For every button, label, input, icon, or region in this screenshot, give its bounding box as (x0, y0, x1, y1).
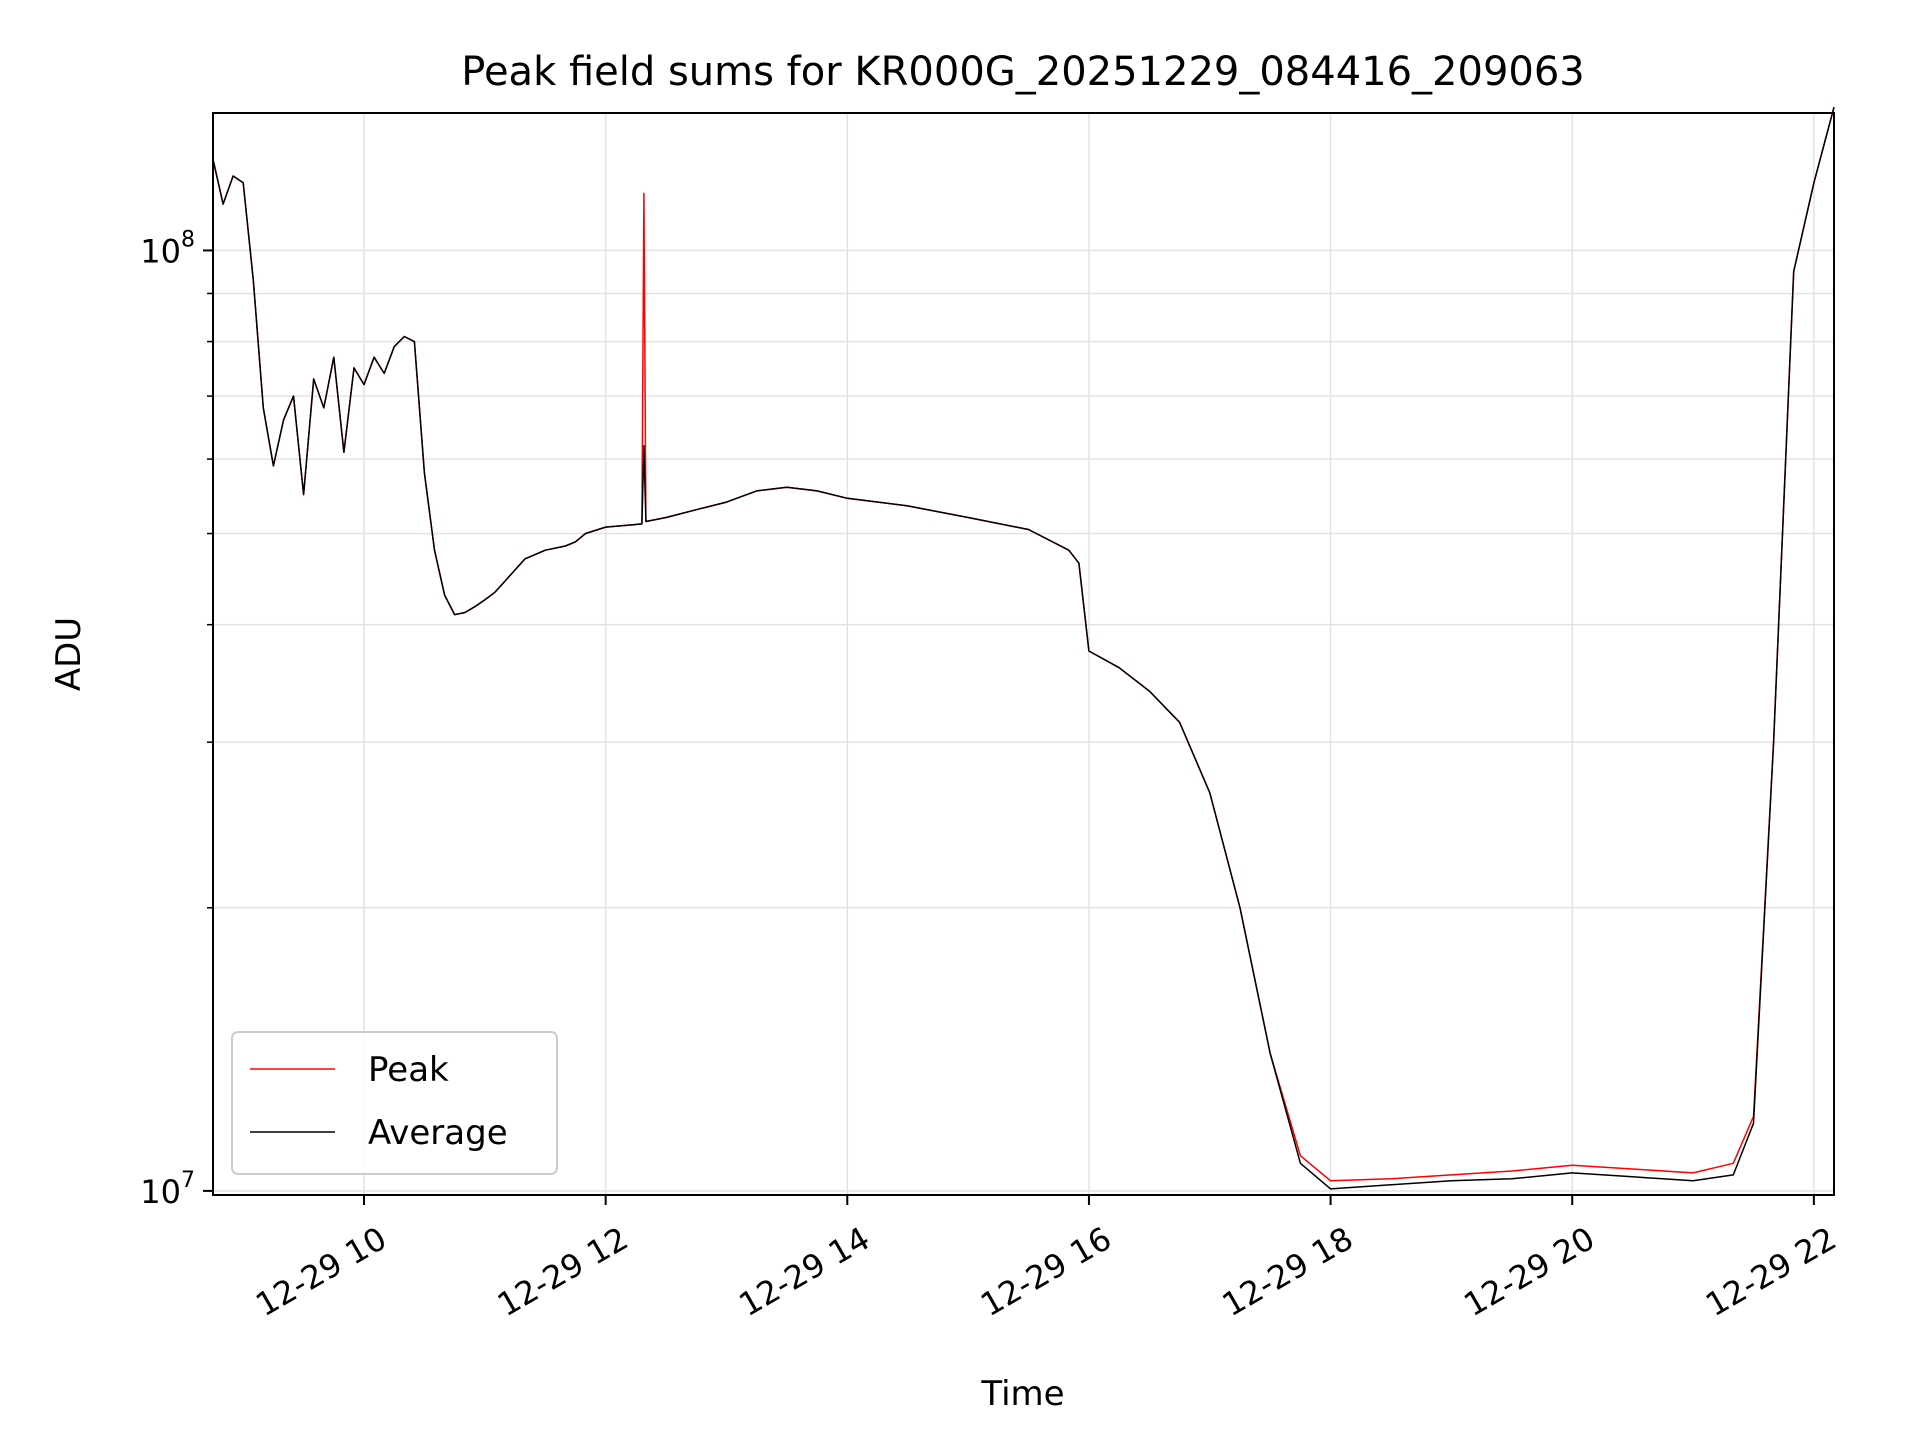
y-tick-label: 108 (140, 227, 195, 270)
legend-frame (231, 1031, 558, 1175)
chart-title: Peak field sums for KR000G_20251229_0844… (461, 49, 1585, 95)
gridlines (213, 113, 1834, 1195)
legend-label-average: Average (368, 1113, 508, 1153)
plot-area-frame (212, 112, 1835, 1196)
y-axis-label: ADU (49, 617, 89, 691)
axis-ticks (203, 249, 1815, 1205)
y-tick-label: 107 (140, 1168, 195, 1211)
data-series (212, 107, 1835, 1190)
series-line-average (212, 107, 1835, 1190)
x-axis-label: Time (980, 1374, 1064, 1414)
legend: Peak Average (231, 1031, 558, 1175)
y-tick-labels: 107 108 (140, 227, 195, 1210)
legend-label-peak: Peak (368, 1050, 449, 1090)
